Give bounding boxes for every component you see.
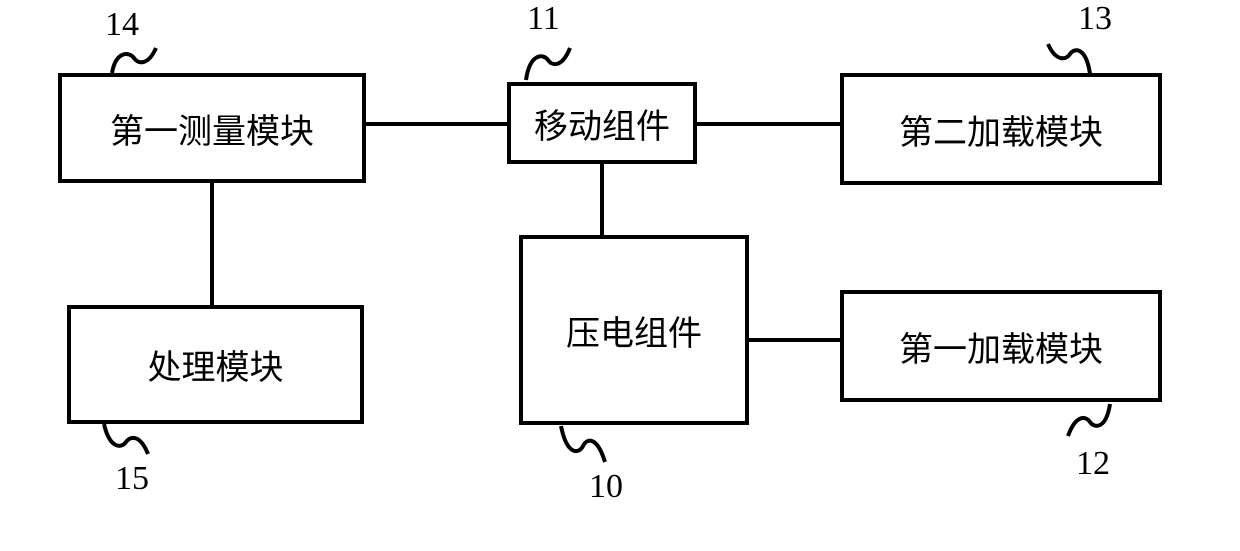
node-piezoelectric-component: 压电组件	[519, 235, 749, 425]
node-label: 移动组件	[534, 99, 670, 148]
edge-n11-n13	[697, 122, 840, 126]
ref-label-12: 12	[1076, 445, 1110, 483]
edge-n14-n11	[366, 122, 507, 126]
node-first-measure-module: 第一测量模块	[58, 73, 366, 183]
diagram-canvas: 第一测量模块 移动组件 第二加载模块 处理模块 压电组件 第一加载模块 14 1…	[0, 0, 1240, 551]
squiggle-icon	[1040, 32, 1100, 77]
ref-label-15: 15	[115, 460, 149, 498]
node-mobile-component: 移动组件	[507, 82, 697, 164]
squiggle-icon	[553, 422, 613, 472]
ref-label-11: 11	[527, 0, 560, 38]
node-label: 处理模块	[148, 340, 284, 389]
squiggle-icon	[1060, 400, 1120, 450]
node-label: 第一加载模块	[899, 322, 1103, 371]
node-processing-module: 处理模块	[67, 305, 364, 424]
node-label: 第二加载模块	[899, 105, 1103, 154]
edge-n11-n10	[600, 164, 604, 235]
edge-n10-n12	[749, 338, 840, 342]
squiggle-icon	[100, 38, 160, 78]
ref-label-10: 10	[589, 468, 623, 506]
squiggle-icon	[516, 38, 576, 83]
node-label: 第一测量模块	[110, 104, 314, 153]
edge-n14-n15	[210, 183, 214, 305]
node-first-loading-module: 第一加载模块	[840, 290, 1162, 402]
node-second-loading-module: 第二加载模块	[840, 73, 1162, 185]
node-label: 压电组件	[566, 306, 702, 355]
squiggle-icon	[96, 420, 156, 465]
